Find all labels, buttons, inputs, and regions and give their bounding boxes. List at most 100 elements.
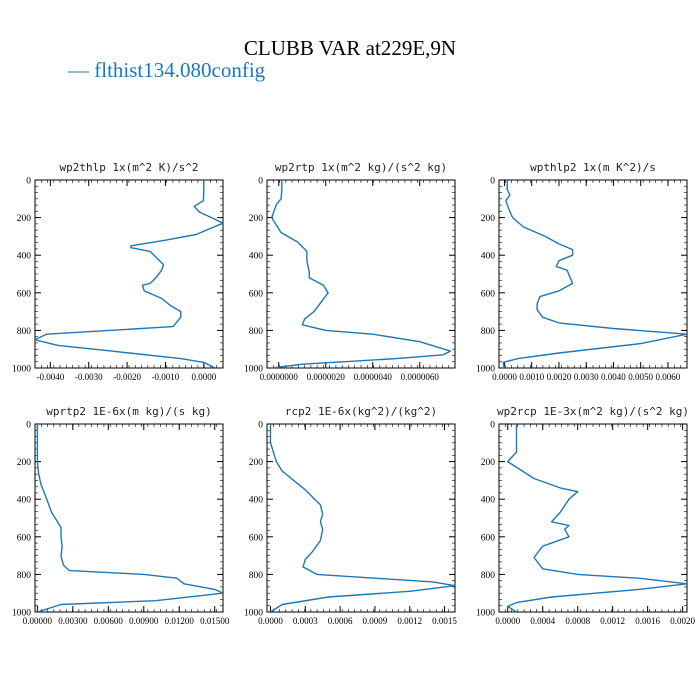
panel-5: rcp2 1E-6x(kg^2)/(kg^2) 0 200 400 600 800 1000… bbox=[244, 405, 457, 626]
y-tick-label: 200 bbox=[249, 458, 264, 468]
x-tick-label: 0.0006 bbox=[328, 616, 353, 626]
y-tick-label: 1000 bbox=[244, 609, 263, 619]
series-line bbox=[271, 180, 451, 368]
x-tick-label: 0.00000 bbox=[23, 616, 53, 626]
x-tick-label: 0.0050 bbox=[628, 372, 653, 382]
x-tick-label: 0.0000 bbox=[492, 372, 517, 382]
panel-4: wprtp2 1E-6x(m kg)/(s kg) 0 200 400 600 800 10… bbox=[12, 405, 230, 626]
y-tick-label: 800 bbox=[249, 571, 264, 581]
series-line bbox=[507, 424, 687, 612]
minor-ticks bbox=[267, 180, 455, 368]
panel-title: rcp2 1E-6x(kg^2)/(kg^2) bbox=[285, 405, 437, 418]
x-tick-label: 0.01500 bbox=[200, 616, 230, 626]
plot-frame bbox=[266, 179, 456, 369]
panel-title: wp2rcp 1E-3x(m^2 kg)/(s^2 kg) bbox=[497, 405, 689, 418]
y-tick-label: 800 bbox=[249, 327, 264, 337]
series-line bbox=[269, 424, 455, 612]
x-tick-label: -0.0040 bbox=[36, 372, 64, 382]
y-tick-label: 800 bbox=[481, 327, 496, 337]
x-tick-label: 0.0009 bbox=[363, 616, 388, 626]
y-tick-label: 800 bbox=[17, 571, 32, 581]
x-tick-label: 0.0000060 bbox=[401, 372, 440, 382]
x-tick-label: 0.0000 bbox=[495, 616, 520, 626]
x-tick-label: 0.0020 bbox=[547, 372, 572, 382]
y-tick-label: 0 bbox=[490, 177, 495, 187]
panel-title: wp2thlp 1x(m^2 K)/s^2 bbox=[59, 161, 198, 174]
panel-title: wp2rtp 1x(m^2 kg)/(s^2 kg) bbox=[275, 161, 447, 174]
y-tick-label: 600 bbox=[481, 289, 496, 299]
x-tick-label: 0.0015 bbox=[432, 616, 457, 626]
y-tick-label: 800 bbox=[17, 327, 32, 337]
x-tick-label: 0.0012 bbox=[397, 616, 422, 626]
panel-2: wp2rtp 1x(m^2 kg)/(s^2 kg) 0 200 400 600 800 1… bbox=[244, 161, 456, 382]
y-tick-label: 600 bbox=[17, 533, 32, 543]
y-tick-label: 600 bbox=[17, 289, 32, 299]
y-tick-label: 200 bbox=[481, 458, 496, 468]
y-tick-label: 0 bbox=[490, 421, 495, 431]
y-tick-label: 200 bbox=[249, 214, 264, 224]
x-tick-label: -0.0010 bbox=[152, 372, 180, 382]
y-tick-label: 200 bbox=[17, 458, 32, 468]
y-tick-label: 600 bbox=[481, 533, 496, 543]
x-tick-label: 0.0000 bbox=[258, 616, 283, 626]
y-tick-label: 200 bbox=[17, 214, 32, 224]
panel-title: wprtp2 1E-6x(m kg)/(s kg) bbox=[46, 405, 212, 418]
x-tick-label: 0.0004 bbox=[530, 616, 555, 626]
series-line bbox=[35, 180, 223, 368]
minor-ticks bbox=[499, 424, 687, 612]
y-tick-label: 600 bbox=[249, 533, 264, 543]
x-tick-label: -0.0030 bbox=[75, 372, 103, 382]
x-tick-label: 0.0000020 bbox=[307, 372, 346, 382]
series-line bbox=[502, 180, 687, 368]
plot-frame bbox=[34, 423, 224, 613]
y-tick-label: 400 bbox=[249, 252, 264, 262]
x-tick-label: 0.0000 bbox=[191, 372, 216, 382]
y-tick-label: 400 bbox=[17, 496, 32, 506]
panel-title: wpthlp2 1x(m K^2)/s bbox=[530, 161, 656, 174]
y-tick-label: 0 bbox=[26, 177, 31, 187]
y-tick-label: 800 bbox=[481, 571, 496, 581]
y-tick-label: 1000 bbox=[12, 609, 31, 619]
x-tick-label: 0.0008 bbox=[565, 616, 590, 626]
y-tick-label: 400 bbox=[481, 252, 496, 262]
minor-ticks bbox=[267, 424, 455, 612]
x-tick-label: 0.00300 bbox=[58, 616, 88, 626]
figure-title: CLUBB VAR at229E,9N bbox=[243, 36, 457, 60]
x-tick-label: 0.0060 bbox=[656, 372, 681, 382]
x-tick-label: 0.01200 bbox=[165, 616, 195, 626]
y-tick-label: 200 bbox=[481, 214, 496, 224]
y-tick-label: 400 bbox=[17, 252, 32, 262]
x-tick-label: 0.00900 bbox=[129, 616, 159, 626]
plot-frame bbox=[498, 423, 688, 613]
y-tick-label: 0 bbox=[26, 421, 31, 431]
y-tick-label: 1000 bbox=[476, 609, 495, 619]
minor-ticks bbox=[35, 180, 223, 368]
plot-frame bbox=[266, 423, 456, 613]
panel-6: wp2rcp 1E-3x(m^2 kg)/(s^2 kg)0 200 400 600 8… bbox=[476, 405, 696, 626]
x-tick-label: 0.0000040 bbox=[354, 372, 393, 382]
x-tick-label: 0.0040 bbox=[601, 372, 626, 382]
y-tick-label: 400 bbox=[249, 496, 264, 506]
x-tick-label: 0.00600 bbox=[94, 616, 124, 626]
panel-1: wp2thlp 1x(m^2 K)/s^2 0 200 400 600 800 1000 -0… bbox=[12, 161, 224, 382]
y-tick-label: 0 bbox=[258, 177, 263, 187]
x-tick-label: 0.0016 bbox=[635, 616, 660, 626]
minor-ticks bbox=[35, 424, 223, 612]
panel-3: wpthlp2 1x(m K^2)/s020040060080010000.00… bbox=[476, 161, 688, 382]
y-tick-label: 1000 bbox=[476, 365, 495, 375]
y-tick-label: 1000 bbox=[12, 365, 31, 375]
legend-entry: — flthist134.080config bbox=[68, 58, 266, 82]
x-tick-label: 0.0000000 bbox=[260, 372, 299, 382]
x-tick-label: 0.0010 bbox=[519, 372, 544, 382]
y-tick-label: 0 bbox=[258, 421, 263, 431]
x-tick-label: 0.0020 bbox=[670, 616, 695, 626]
y-tick-label: 600 bbox=[249, 289, 264, 299]
x-tick-label: -0.0020 bbox=[113, 372, 141, 382]
x-tick-label: 0.0003 bbox=[293, 616, 318, 626]
x-tick-label: 0.0012 bbox=[600, 616, 625, 626]
series-line bbox=[36, 424, 223, 612]
y-tick-label: 1000 bbox=[244, 365, 263, 375]
x-tick-label: 0.0030 bbox=[574, 372, 599, 382]
minor-ticks bbox=[499, 180, 687, 368]
